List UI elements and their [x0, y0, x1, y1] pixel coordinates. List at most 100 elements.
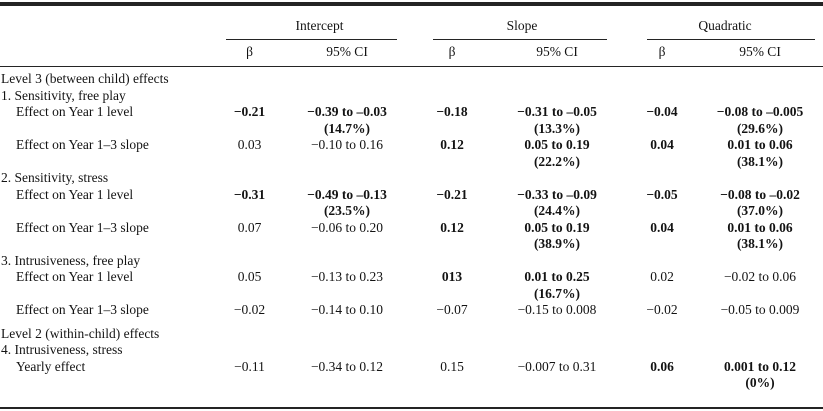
subheader-spacer: [0, 44, 222, 61]
cell-intercept-beta: 0.05: [237, 269, 262, 284]
cell-slope-ci: 0.01 to 0.25 (16.7%): [487, 269, 627, 302]
cell-intercept-ci: −0.10 to 0.16: [310, 137, 384, 152]
group-underline-slope: [433, 38, 607, 40]
row-label: Effect on Year 1 level: [16, 104, 134, 119]
cell-quadratic-beta: −0.05: [646, 186, 678, 202]
cell-slope-beta: −0.21: [436, 186, 468, 202]
cell-quadratic-ci: 0.01 to 0.06 (38.1%): [697, 137, 823, 170]
cell-intercept-ci: −0.06 to 0.20: [310, 219, 384, 235]
cell-slope-pct: (13.3%): [533, 120, 581, 136]
section-label: Level 3 (between child) effects: [1, 71, 169, 86]
cell-intercept-beta: 0.03: [237, 137, 262, 152]
table-row: Effect on Year 1–3 slope −0.02 −0.14 to …: [0, 302, 823, 319]
cell-quadratic-pct: (29.6%): [736, 120, 784, 136]
cell-quadratic-beta: −0.04: [646, 104, 678, 119]
cell-slope-beta: −0.07: [436, 302, 468, 317]
cell-slope-pct: (38.9%): [533, 236, 581, 251]
subsection-label: 3. Intrusiveness, free play: [1, 252, 141, 268]
group-header-intercept: Intercept: [222, 18, 417, 40]
cell-quadratic-beta: 0.04: [650, 219, 674, 235]
cell-quadratic-beta: 0.06: [650, 358, 674, 374]
cell-quadratic-pct: (38.1%): [736, 153, 784, 169]
table-top-rule: [0, 2, 823, 6]
cell-slope-beta: 0.15: [440, 358, 464, 374]
subheader-quadratic-beta: β: [658, 43, 666, 59]
cell-intercept-ci: −0.39 to –0.03 (14.7%): [277, 104, 417, 137]
subsection-label: 2. Sensitivity, stress: [1, 170, 109, 185]
cell-quadratic-beta: 0.04: [650, 137, 674, 152]
table-subheader-row: β 95% CI β 95% CI β 95% CI: [0, 40, 823, 67]
table-row: Yearly effect −0.11 −0.34 to 0.12 0.15 −…: [0, 359, 823, 392]
cell-slope-pct: (24.4%): [533, 203, 581, 218]
row-label: Yearly effect: [16, 358, 86, 374]
table-row-section-level2: Level 2 (within-child) effects: [0, 326, 823, 343]
cell-intercept-ci: −0.14 to 0.10: [310, 302, 384, 317]
section-label: Level 2 (within-child) effects: [1, 325, 160, 341]
cell-slope-ci: −0.007 to 0.31: [517, 358, 597, 374]
subheader-slope-ci: 95% CI: [536, 43, 578, 59]
cell-intercept-beta: −0.11: [234, 358, 265, 374]
row-label: Effect on Year 1–3 slope: [16, 219, 149, 235]
table-header-rule: [0, 66, 823, 67]
cell-quadratic-beta: −0.02: [646, 302, 678, 317]
table-row-subsection-4: 4. Intrusiveness, stress: [0, 342, 823, 359]
row-label: Effect on Year 1–3 slope: [16, 137, 149, 152]
subsection-label: 1. Sensitivity, free play: [1, 87, 126, 103]
cell-quadratic-pct: (38.1%): [736, 236, 784, 251]
cell-slope-ci: 0.05 to 0.19 (38.9%): [487, 220, 627, 253]
subheader-intercept-ci: 95% CI: [326, 43, 368, 59]
subheader-slope-beta: β: [448, 43, 456, 59]
cell-quadratic-ci: −0.08 to –0.02 (37.0%): [697, 187, 823, 220]
cell-intercept-beta: 0.07: [237, 219, 262, 235]
table-row: Effect on Year 1–3 slope 0.07 −0.06 to 0…: [0, 220, 823, 253]
cell-slope-ci: −0.33 to –0.09 (24.4%): [487, 187, 627, 220]
table-row-subsection-2: 2. Sensitivity, stress: [0, 170, 823, 187]
cell-quadratic-beta: 0.02: [650, 269, 674, 284]
cell-quadratic-ci: −0.08 to –0.005 (29.6%): [697, 104, 823, 137]
cell-intercept-beta: −0.21: [233, 104, 266, 119]
cell-quadratic-ci: −0.05 to 0.009: [720, 302, 800, 317]
cell-intercept-beta: −0.31: [233, 186, 266, 202]
cell-slope-ci: 0.05 to 0.19 (22.2%): [487, 137, 627, 170]
row-label: Effect on Year 1 level: [16, 186, 134, 202]
row-label: Effect on Year 1–3 slope: [16, 302, 149, 317]
cell-slope-beta: 0.12: [440, 137, 464, 152]
cell-quadratic-pct: (37.0%): [736, 203, 784, 218]
cell-quadratic-ci: 0.01 to 0.06 (38.1%): [697, 220, 823, 253]
table-row-section-level3: Level 3 (between child) effects: [0, 71, 823, 88]
table-row-subsection-3: 3. Intrusiveness, free play: [0, 253, 823, 270]
group-underline-quadratic: [647, 38, 815, 40]
group-header-slope: Slope: [417, 18, 627, 40]
cell-quadratic-ci: 0.001 to 0.12 (0%): [697, 359, 823, 392]
table-row: Effect on Year 1 level −0.31 −0.49 to –0…: [0, 187, 823, 220]
subheader-intercept-beta: β: [246, 43, 253, 59]
group-underline-intercept: [226, 38, 397, 40]
table-row: Effect on Year 1–3 slope 0.03 −0.10 to 0…: [0, 137, 823, 170]
cell-intercept-pct: (23.5%): [323, 203, 371, 218]
cell-intercept-pct: (14.7%): [323, 120, 371, 136]
subsection-label: 4. Intrusiveness, stress: [1, 342, 123, 357]
cell-slope-beta: −0.18: [436, 104, 468, 119]
subheader-quadratic-ci: 95% CI: [739, 43, 781, 59]
cell-slope-ci: −0.15 to 0.008: [517, 302, 597, 317]
group-label-slope: Slope: [506, 18, 538, 33]
table-bottom-rule: [0, 407, 823, 409]
cell-intercept-ci: −0.13 to 0.23: [310, 269, 384, 284]
bottom-spacer: [0, 392, 823, 408]
group-header-spacer: [0, 18, 222, 40]
cell-slope-beta: 013: [441, 269, 463, 284]
group-label-intercept: Intercept: [295, 18, 344, 33]
cell-quadratic-pct: (0%): [745, 375, 775, 390]
group-header-quadratic: Quadratic: [627, 18, 823, 40]
cell-intercept-beta: −0.02: [233, 302, 266, 317]
cell-intercept-ci: −0.49 to –0.13 (23.5%): [277, 187, 417, 220]
group-label-quadratic: Quadratic: [698, 18, 752, 33]
table-row: Effect on Year 1 level 0.05 −0.13 to 0.2…: [0, 269, 823, 302]
cell-intercept-ci: −0.34 to 0.12: [310, 358, 384, 374]
cell-slope-beta: 0.12: [440, 219, 464, 235]
table-row: Effect on Year 1 level −0.21 −0.39 to –0…: [0, 104, 823, 137]
cell-slope-pct: (16.7%): [533, 285, 581, 301]
cell-slope-ci: −0.31 to –0.05 (13.3%): [487, 104, 627, 137]
table-row-subsection-1: 1. Sensitivity, free play: [0, 88, 823, 105]
